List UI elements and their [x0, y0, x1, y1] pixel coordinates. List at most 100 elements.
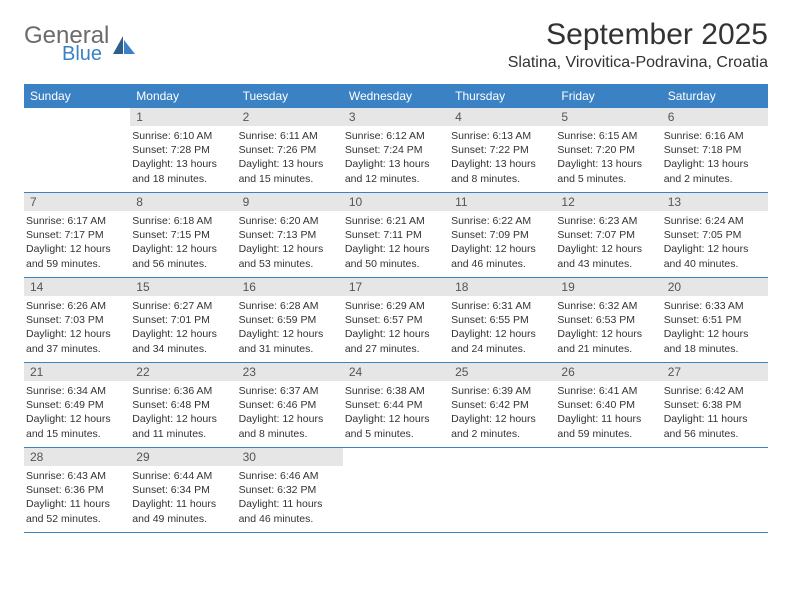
day-number: 12 — [555, 193, 661, 211]
day-data: Sunrise: 6:21 AMSunset: 7:11 PMDaylight:… — [343, 211, 449, 275]
day-number: 21 — [24, 363, 130, 381]
day-data-line: and 5 minutes. — [557, 172, 659, 186]
day-data: Sunrise: 6:31 AMSunset: 6:55 PMDaylight:… — [449, 296, 555, 360]
day-data-line: Daylight: 12 hours — [132, 412, 234, 426]
day-data: Sunrise: 6:36 AMSunset: 6:48 PMDaylight:… — [130, 381, 236, 445]
day-data-line: Sunset: 6:38 PM — [664, 398, 766, 412]
title-block: September 2025 Slatina, Virovitica-Podra… — [508, 18, 768, 72]
day-data-line: Daylight: 12 hours — [451, 327, 553, 341]
day-data-line: Sunset: 7:03 PM — [26, 313, 128, 327]
day-data: Sunrise: 6:44 AMSunset: 6:34 PMDaylight:… — [130, 466, 236, 530]
day-data-line: Daylight: 12 hours — [664, 242, 766, 256]
calendar-weeks: 1Sunrise: 6:10 AMSunset: 7:28 PMDaylight… — [24, 108, 768, 533]
day-data-line: Sunset: 7:24 PM — [345, 143, 447, 157]
week-row: 14Sunrise: 6:26 AMSunset: 7:03 PMDayligh… — [24, 278, 768, 363]
day-data-line: Daylight: 12 hours — [26, 242, 128, 256]
day-data-line: Sunrise: 6:12 AM — [345, 129, 447, 143]
day-cell: 28Sunrise: 6:43 AMSunset: 6:36 PMDayligh… — [24, 448, 130, 532]
day-data-line: and 56 minutes. — [132, 257, 234, 271]
day-number: 8 — [130, 193, 236, 211]
day-data-line: Sunset: 6:46 PM — [239, 398, 341, 412]
week-row: 28Sunrise: 6:43 AMSunset: 6:36 PMDayligh… — [24, 448, 768, 533]
day-data-line: Sunrise: 6:38 AM — [345, 384, 447, 398]
day-number: 17 — [343, 278, 449, 296]
day-number: 26 — [555, 363, 661, 381]
day-data-line: Sunset: 7:28 PM — [132, 143, 234, 157]
calendar: SundayMondayTuesdayWednesdayThursdayFrid… — [24, 84, 768, 533]
day-cell: 22Sunrise: 6:36 AMSunset: 6:48 PMDayligh… — [130, 363, 236, 447]
day-cell: 24Sunrise: 6:38 AMSunset: 6:44 PMDayligh… — [343, 363, 449, 447]
day-data-line: and 8 minutes. — [239, 427, 341, 441]
day-number: 11 — [449, 193, 555, 211]
day-header-cell: Tuesday — [237, 84, 343, 108]
day-data-line: Sunrise: 6:10 AM — [132, 129, 234, 143]
day-number: 4 — [449, 108, 555, 126]
day-data-line: Daylight: 13 hours — [132, 157, 234, 171]
day-data-line: Sunrise: 6:16 AM — [664, 129, 766, 143]
day-cell: 26Sunrise: 6:41 AMSunset: 6:40 PMDayligh… — [555, 363, 661, 447]
day-header-cell: Wednesday — [343, 84, 449, 108]
day-data-line: Sunrise: 6:27 AM — [132, 299, 234, 313]
day-header-cell: Friday — [555, 84, 661, 108]
day-data-line: Sunrise: 6:24 AM — [664, 214, 766, 228]
day-data-line: Sunrise: 6:33 AM — [664, 299, 766, 313]
day-header-cell: Sunday — [24, 84, 130, 108]
day-data-line: Sunrise: 6:23 AM — [557, 214, 659, 228]
day-data-line: Sunset: 7:01 PM — [132, 313, 234, 327]
day-data-line: Sunset: 6:32 PM — [239, 483, 341, 497]
day-data-line: Daylight: 12 hours — [345, 327, 447, 341]
day-cell: 1Sunrise: 6:10 AMSunset: 7:28 PMDaylight… — [130, 108, 236, 192]
day-data-line: Daylight: 12 hours — [239, 412, 341, 426]
day-data: Sunrise: 6:39 AMSunset: 6:42 PMDaylight:… — [449, 381, 555, 445]
day-data-line: and 21 minutes. — [557, 342, 659, 356]
day-number: 5 — [555, 108, 661, 126]
day-number: 15 — [130, 278, 236, 296]
day-data-line: and 49 minutes. — [132, 512, 234, 526]
day-cell: 17Sunrise: 6:29 AMSunset: 6:57 PMDayligh… — [343, 278, 449, 362]
day-cell: 27Sunrise: 6:42 AMSunset: 6:38 PMDayligh… — [662, 363, 768, 447]
day-cell: 18Sunrise: 6:31 AMSunset: 6:55 PMDayligh… — [449, 278, 555, 362]
day-data-line: Sunrise: 6:39 AM — [451, 384, 553, 398]
day-data: Sunrise: 6:37 AMSunset: 6:46 PMDaylight:… — [237, 381, 343, 445]
day-data-line: Daylight: 13 hours — [451, 157, 553, 171]
day-header-cell: Saturday — [662, 84, 768, 108]
day-number: 27 — [662, 363, 768, 381]
day-data-line: and 31 minutes. — [239, 342, 341, 356]
day-data: Sunrise: 6:42 AMSunset: 6:38 PMDaylight:… — [662, 381, 768, 445]
day-data-line: Sunset: 7:09 PM — [451, 228, 553, 242]
day-cell: 14Sunrise: 6:26 AMSunset: 7:03 PMDayligh… — [24, 278, 130, 362]
day-data-line: Sunset: 7:20 PM — [557, 143, 659, 157]
day-data-line: Sunset: 7:13 PM — [239, 228, 341, 242]
day-data-line: and 8 minutes. — [451, 172, 553, 186]
day-number: 3 — [343, 108, 449, 126]
day-data-line: and 37 minutes. — [26, 342, 128, 356]
day-data-line: and 15 minutes. — [26, 427, 128, 441]
day-data-line: Sunset: 7:05 PM — [664, 228, 766, 242]
day-data-line: Daylight: 12 hours — [239, 242, 341, 256]
day-data-line: Sunrise: 6:22 AM — [451, 214, 553, 228]
day-cell: 5Sunrise: 6:15 AMSunset: 7:20 PMDaylight… — [555, 108, 661, 192]
day-cell — [662, 448, 768, 532]
day-data-line: and 2 minutes. — [451, 427, 553, 441]
day-data-line: Sunset: 6:51 PM — [664, 313, 766, 327]
day-data-line: Daylight: 12 hours — [26, 412, 128, 426]
day-data-line: Daylight: 12 hours — [132, 327, 234, 341]
day-data-line: Sunrise: 6:43 AM — [26, 469, 128, 483]
day-data-line: and 15 minutes. — [239, 172, 341, 186]
day-data: Sunrise: 6:28 AMSunset: 6:59 PMDaylight:… — [237, 296, 343, 360]
day-data-line: Sunset: 7:26 PM — [239, 143, 341, 157]
day-data: Sunrise: 6:12 AMSunset: 7:24 PMDaylight:… — [343, 126, 449, 190]
day-data: Sunrise: 6:34 AMSunset: 6:49 PMDaylight:… — [24, 381, 130, 445]
day-cell: 21Sunrise: 6:34 AMSunset: 6:49 PMDayligh… — [24, 363, 130, 447]
day-data-line: Sunset: 7:22 PM — [451, 143, 553, 157]
day-cell: 12Sunrise: 6:23 AMSunset: 7:07 PMDayligh… — [555, 193, 661, 277]
day-data: Sunrise: 6:18 AMSunset: 7:15 PMDaylight:… — [130, 211, 236, 275]
day-data-line: and 59 minutes. — [557, 427, 659, 441]
day-cell: 25Sunrise: 6:39 AMSunset: 6:42 PMDayligh… — [449, 363, 555, 447]
day-data-line: Sunrise: 6:15 AM — [557, 129, 659, 143]
month-title: September 2025 — [508, 18, 768, 52]
day-data-line: Daylight: 12 hours — [26, 327, 128, 341]
day-number: 9 — [237, 193, 343, 211]
day-data-line: Sunset: 6:44 PM — [345, 398, 447, 412]
day-data-line: Sunset: 6:36 PM — [26, 483, 128, 497]
